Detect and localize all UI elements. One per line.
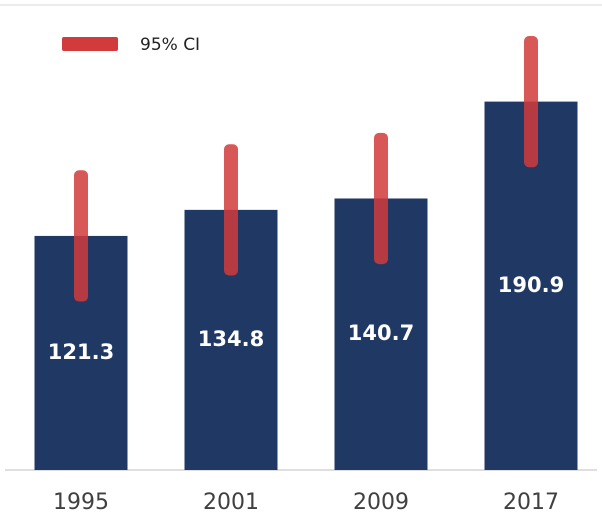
x-tick-label: 1995 bbox=[53, 490, 109, 515]
value-label: 121.3 bbox=[48, 340, 114, 364]
error-bar bbox=[74, 170, 88, 302]
value-label: 134.8 bbox=[198, 327, 264, 351]
error-bar bbox=[524, 36, 538, 168]
x-tick-label: 2017 bbox=[503, 490, 559, 515]
value-label: 140.7 bbox=[348, 321, 414, 345]
value-label: 190.9 bbox=[498, 273, 564, 297]
error-bar bbox=[374, 132, 388, 265]
x-tick-label: 2009 bbox=[353, 490, 409, 515]
error-bar bbox=[224, 144, 238, 276]
legend-label: 95% CI bbox=[140, 35, 200, 55]
x-tick-label: 2001 bbox=[203, 490, 259, 515]
legend-swatch bbox=[62, 37, 118, 51]
